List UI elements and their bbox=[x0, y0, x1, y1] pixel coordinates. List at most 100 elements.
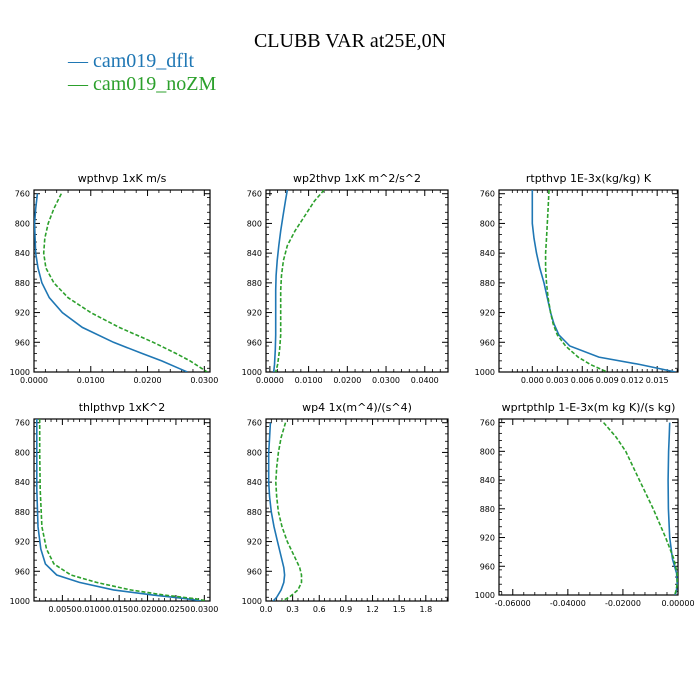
y-tick-label: 920 bbox=[480, 309, 495, 318]
y-tick-label: 960 bbox=[480, 562, 495, 571]
y-tick-label: 920 bbox=[247, 538, 262, 547]
x-tick-label: 0.0000 bbox=[20, 376, 48, 385]
chart-panel-6: wprtpthlp 1-E-3x(m kg K)/(s kg) 760 800 840… bbox=[475, 401, 695, 608]
x-tick-label: 0.0 bbox=[260, 605, 273, 614]
y-tick-label: 960 bbox=[247, 338, 262, 347]
chart-panel-5: wp4 1x(m^4)/(s^4)76080084088092096010000… bbox=[242, 401, 449, 614]
series-line-nozm bbox=[38, 419, 208, 601]
plot-frame bbox=[498, 189, 679, 373]
x-tick-label: 0.0300 bbox=[190, 605, 218, 614]
series-line-dflt bbox=[531, 190, 676, 372]
y-tick-label: 800 bbox=[247, 219, 262, 228]
x-tick-label: 0.0100 bbox=[77, 376, 105, 385]
y-tick-label: 960 bbox=[247, 567, 262, 576]
page-title: CLUBB VAR at25E,0N bbox=[253, 30, 447, 52]
series-line-dflt bbox=[34, 193, 188, 372]
y-tick-label: 840 bbox=[480, 249, 495, 258]
chart-title: wpthvp 1xK m/s bbox=[78, 172, 167, 185]
y-tick-label: 1000 bbox=[10, 368, 30, 377]
y-tick-label: 1000 bbox=[242, 368, 262, 377]
x-tick-label: 0.0300 bbox=[372, 376, 400, 385]
chart-title: wp4 1x(m^4)/(s^4) bbox=[302, 401, 412, 414]
x-tick-label: 0.006 bbox=[571, 376, 594, 385]
x-tick-label: 0.015 bbox=[646, 376, 669, 385]
y-tick-label: 880 bbox=[247, 279, 262, 288]
x-tick-label: 0.00000 bbox=[661, 599, 694, 608]
y-tick-label: 920 bbox=[247, 309, 262, 318]
series-line-dflt bbox=[267, 422, 286, 601]
y-tick-label: 1000 bbox=[10, 597, 30, 606]
series-line-nozm bbox=[602, 422, 678, 595]
y-tick-label: 760 bbox=[247, 190, 262, 199]
y-tick-label: 760 bbox=[480, 190, 495, 199]
x-tick-label: 0.0100 bbox=[295, 376, 323, 385]
y-tick-label: 1000 bbox=[242, 597, 262, 606]
y-tick-label: 840 bbox=[247, 249, 262, 258]
x-tick-label: 0.6 bbox=[313, 605, 326, 614]
legend-item-dflt: — cam019_dflt bbox=[68, 50, 195, 72]
y-tick-label: 840 bbox=[480, 476, 495, 485]
y-tick-label: 800 bbox=[247, 448, 262, 457]
series-line-nozm bbox=[274, 422, 303, 601]
y-tick-label: 760 bbox=[15, 190, 30, 199]
x-tick-label: 0.0200 bbox=[333, 376, 361, 385]
x-tick-label: 0.0200 bbox=[134, 605, 162, 614]
series-line-nozm bbox=[544, 190, 608, 372]
y-tick-label: 920 bbox=[15, 309, 30, 318]
x-tick-label: 0.0400 bbox=[411, 376, 439, 385]
x-tick-label: 0.0050 bbox=[48, 605, 76, 614]
y-tick-label: 800 bbox=[480, 219, 495, 228]
x-tick-label: 0.0250 bbox=[162, 605, 190, 614]
x-tick-label: 0.0200 bbox=[134, 376, 162, 385]
plot-frame bbox=[33, 418, 211, 602]
y-tick-label: 760 bbox=[247, 419, 262, 428]
x-tick-label: 0.3 bbox=[286, 605, 299, 614]
x-tick-label: 0.0000 bbox=[256, 376, 284, 385]
series-line-dflt bbox=[272, 190, 289, 372]
x-tick-label: 0.012 bbox=[621, 376, 644, 385]
y-tick-label: 840 bbox=[15, 249, 30, 258]
x-tick-label: 0.0300 bbox=[190, 376, 218, 385]
x-tick-label: 0.9 bbox=[340, 605, 353, 614]
y-tick-label: 880 bbox=[247, 508, 262, 517]
x-tick-label: -0.04000 bbox=[550, 599, 586, 608]
y-tick-label: 960 bbox=[480, 338, 495, 347]
chart-panel-4: thlpthvp 1xK^2 760 800 840 880 920 960 1000 0.00… bbox=[10, 401, 219, 614]
plot-frame bbox=[265, 418, 449, 602]
y-tick-label: 880 bbox=[480, 505, 495, 514]
chart-title: rtpthvp 1E-3x(kg/kg) K bbox=[526, 172, 652, 185]
plot-frame bbox=[265, 189, 449, 373]
x-tick-label: 1.8 bbox=[419, 605, 432, 614]
chart-panel-2: wp2thvp 1xK m^2/s^2 760 800 840 880 920 960 100… bbox=[242, 172, 449, 385]
series-line-nozm bbox=[274, 190, 325, 372]
y-tick-label: 1000 bbox=[475, 591, 495, 600]
x-tick-label: 0.009 bbox=[596, 376, 619, 385]
plot-frame bbox=[33, 189, 211, 373]
y-tick-label: 800 bbox=[15, 219, 30, 228]
y-tick-label: 1000 bbox=[475, 368, 495, 377]
x-tick-label: 0.003 bbox=[546, 376, 569, 385]
plot-frame bbox=[498, 418, 679, 596]
y-tick-label: 920 bbox=[480, 534, 495, 543]
y-tick-label: 840 bbox=[15, 478, 30, 487]
y-tick-label: 880 bbox=[480, 279, 495, 288]
y-tick-label: 920 bbox=[15, 538, 30, 547]
x-tick-label: 0.0150 bbox=[105, 605, 133, 614]
y-tick-label: 840 bbox=[247, 478, 262, 487]
y-tick-label: 760 bbox=[15, 419, 30, 428]
x-tick-label: -0.06000 bbox=[495, 599, 531, 608]
chart-panel-3: rtpthvp 1E-3x(kg/kg) K 760 800 840 880 920 960… bbox=[475, 172, 679, 385]
y-tick-label: 880 bbox=[15, 508, 30, 517]
series-line-dflt bbox=[35, 419, 202, 601]
chart-title: thlpthvp 1xK^2 bbox=[79, 401, 166, 414]
legend-item-nozm: — cam019_noZM bbox=[68, 73, 217, 95]
x-tick-label: -0.02000 bbox=[605, 599, 641, 608]
chart-panel-1: wpthvp 1xK m/s 760 800 840 880 920 960 10000.00… bbox=[10, 172, 219, 385]
y-tick-label: 800 bbox=[480, 447, 495, 456]
chart-title: wprtpthlp 1-E-3x(m kg K)/(s kg) bbox=[502, 401, 676, 414]
x-tick-label: 1.2 bbox=[366, 605, 379, 614]
y-tick-label: 760 bbox=[480, 419, 495, 428]
y-tick-label: 960 bbox=[15, 567, 30, 576]
series-line-nozm bbox=[42, 193, 208, 372]
